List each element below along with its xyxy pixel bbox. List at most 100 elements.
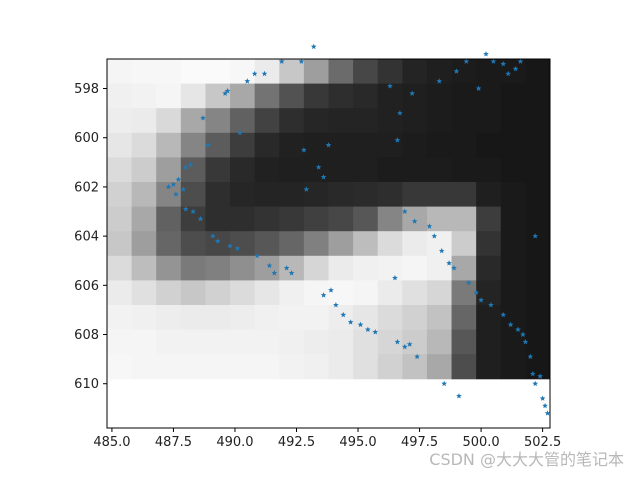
heatmap-cell	[279, 182, 305, 208]
heatmap-cell	[328, 132, 354, 158]
heatmap-cell	[328, 255, 354, 281]
heatmap-cell	[353, 255, 379, 281]
heatmap-cell	[303, 354, 329, 380]
data-point	[394, 338, 401, 345]
heatmap-cell	[500, 157, 526, 183]
heatmap-cell	[254, 231, 280, 257]
data-point	[392, 274, 398, 281]
data-point	[387, 83, 393, 89]
heatmap-cell	[402, 305, 428, 331]
heatmap-cell	[205, 59, 231, 85]
heatmap-cell	[426, 329, 453, 355]
heatmap-cell	[377, 132, 403, 158]
heatmap-cell	[426, 255, 453, 281]
heatmap-cell	[131, 83, 157, 109]
data-point	[197, 215, 204, 222]
heatmap-cell	[328, 329, 354, 355]
data-point	[532, 380, 539, 387]
data-point	[401, 343, 408, 350]
heatmap-cell	[303, 59, 329, 85]
heatmap-cell	[402, 59, 428, 85]
x-axis: 485.0 487.5 490.0 492.5 495.0 497.5 500.0 502.5	[93, 428, 561, 450]
heatmap-cell	[180, 231, 206, 257]
data-point	[340, 311, 347, 318]
y-tick-label: 606	[74, 279, 99, 294]
heatmap-cell	[303, 132, 329, 158]
heatmap-cell	[156, 108, 182, 134]
heatmap-cell	[377, 329, 403, 355]
heatmap-cell	[500, 206, 526, 232]
heatmap-cell	[180, 305, 206, 331]
heatmap-cell	[500, 132, 526, 158]
data-point	[234, 245, 241, 251]
heatmap-cell	[451, 206, 477, 232]
data-point	[222, 90, 228, 96]
heatmap-cell	[377, 206, 403, 232]
y-tick-label: 598	[74, 82, 99, 97]
heatmap-cell	[254, 354, 280, 380]
data-point	[505, 70, 512, 77]
heatmap-cell	[402, 231, 428, 257]
data-point	[446, 260, 452, 266]
heatmap-cell	[476, 157, 502, 183]
heatmap-cell	[353, 305, 379, 331]
heatmap-cell	[180, 157, 206, 183]
data-point	[465, 279, 472, 286]
heatmap-cell	[476, 255, 502, 281]
heatmap-cell	[303, 305, 329, 331]
heatmap-cell	[328, 206, 354, 232]
heatmap-cell	[131, 329, 157, 355]
heatmap-cell	[402, 108, 428, 134]
data-point	[303, 186, 310, 192]
heatmap-cell	[205, 255, 231, 281]
data-point	[507, 321, 514, 328]
heatmap-cell	[377, 354, 403, 380]
data-point	[488, 302, 494, 308]
heatmap-cell	[303, 83, 329, 109]
heatmap-cell	[279, 83, 305, 109]
data-point	[209, 233, 216, 239]
data-point	[175, 176, 182, 182]
heatmap-cell	[205, 280, 231, 306]
heatmap-cell	[303, 231, 329, 257]
heatmap-cell	[279, 206, 305, 232]
data-point	[372, 329, 379, 335]
heatmap-cell	[353, 231, 379, 257]
plot-frame	[106, 58, 551, 429]
heatmap-cell	[156, 280, 182, 306]
heatmap-cell	[377, 83, 403, 109]
heatmap-cell	[402, 354, 428, 380]
heatmap-cell	[353, 157, 379, 183]
heatmap-cell	[254, 280, 280, 306]
heatmap-cell	[476, 231, 502, 257]
data-point	[473, 289, 480, 296]
heatmap-cell	[451, 280, 477, 306]
heatmap-cell	[377, 59, 403, 85]
data-point	[431, 233, 438, 239]
heatmap-cell	[303, 206, 329, 232]
heatmap-cell	[476, 132, 502, 158]
x-tick-label: 485.0	[93, 435, 130, 450]
heatmap-cell	[254, 255, 280, 281]
x-tick-label: 487.5	[155, 435, 192, 450]
data-point	[298, 58, 305, 64]
heatmap-cell	[402, 83, 428, 109]
data-point	[320, 292, 327, 298]
data-point	[490, 58, 497, 64]
heatmap-cell	[525, 206, 551, 232]
heatmap-cell	[451, 255, 477, 281]
data-point	[517, 58, 524, 64]
heatmap-cell	[279, 157, 305, 183]
heatmap-cell	[156, 206, 182, 232]
heatmap-cell	[426, 231, 453, 257]
heatmap-cell	[180, 132, 206, 158]
data-point	[320, 174, 327, 180]
heatmap-cell	[402, 182, 428, 208]
heatmap-cell	[500, 280, 526, 306]
heatmap-cell	[426, 206, 453, 232]
data-point	[411, 218, 418, 224]
heatmap-cell	[279, 255, 305, 281]
heatmap-cell	[230, 280, 256, 306]
heatmap-cell	[303, 329, 329, 355]
